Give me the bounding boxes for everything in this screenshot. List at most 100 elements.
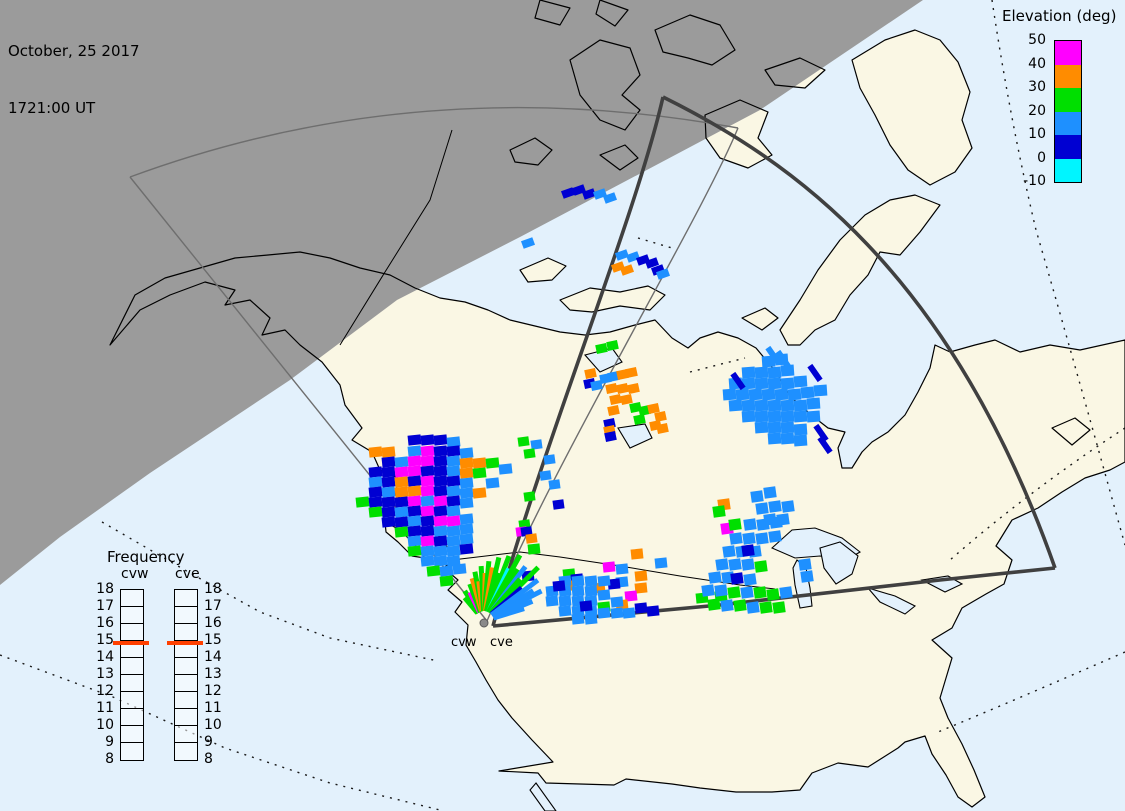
backscatter-cell [754,560,768,573]
frequency-scale-tick [121,674,143,675]
frequency-scale-number: 13 [96,666,114,682]
backscatter-cell [520,237,536,249]
elevation-tick-label: 0 [1037,149,1046,166]
backscatter-cell [755,502,769,515]
backscatter-cell [779,586,793,599]
frequency-scale-number: 11 [204,700,222,716]
frequency-scale-tick [121,657,143,658]
frequency-scale-number: 9 [105,734,114,750]
frequency-scale-tick [175,640,197,641]
backscatter-cell [615,563,629,575]
backscatter-cell [654,557,668,569]
backscatter-cell [625,366,638,379]
elevation-band-swatch [1055,64,1081,88]
elevation-tick-label: 20 [1028,102,1046,119]
night-terminator-shading [0,0,923,585]
backscatter-cell [746,601,760,614]
backscatter-cell [472,467,487,479]
backscatter-cell [793,375,808,388]
frequency-scale-tick [175,691,197,692]
frequency-column-label-cvw: cvw [121,566,149,582]
backscatter-cell [459,543,474,555]
backscatter-cell [597,607,611,619]
frequency-scale-number: 14 [204,649,222,665]
backscatter-cell [727,586,741,599]
backscatter-cell [523,491,536,502]
radar-site-dot [479,618,489,628]
frequency-scale-number: 15 [204,632,222,648]
backscatter-cell [498,463,513,475]
frequency-scale-number: 10 [96,717,114,733]
backscatter-cell [755,532,769,545]
backscatter-cell [543,454,556,465]
backscatter-cell [355,496,370,508]
backscatter-cell [634,602,648,614]
elevation-band-swatch [1055,135,1081,159]
frequency-scale-tick [175,674,197,675]
backscatter-cell [606,339,619,352]
frequency-scale-tick [121,691,143,692]
backscatter-cell [763,486,777,499]
elevation-tick-label: 10 [1028,126,1046,142]
backscatter-cell [426,565,441,577]
elevation-tick-label: -10 [1023,173,1046,189]
backscatter-cell [607,404,620,417]
backscatter-cell [610,596,624,608]
backscatter-cell [571,613,585,625]
backscatter-cell [807,363,823,383]
frequency-scale-tick [121,606,143,607]
date-time-block: October, 25 2017 1721:00 UT [8,4,140,156]
backscatter-cell [604,430,617,443]
backscatter-cell [715,558,729,571]
frequency-scale-number: 9 [204,734,213,750]
backscatter-cell [584,575,598,587]
backscatter-cell [740,586,754,599]
frequency-scale-number: 17 [204,598,222,614]
backscatter-cell [597,575,611,587]
backscatter-cell [525,533,538,544]
backscatter-cell [602,561,616,573]
radar-label-cvw: cvw [451,635,477,650]
backscatter-cell [800,570,814,583]
backscatter-cell [646,605,660,617]
backscatter-cell [743,573,757,586]
frequency-scale-number: 18 [204,581,222,597]
frequency-panel-title: Frequency [107,548,185,566]
backscatter-cell [728,399,743,412]
frequency-scale-number: 12 [204,683,222,699]
backscatter-cell [798,558,812,571]
backscatter-cell [761,388,776,401]
backscatter-cell [381,516,396,528]
backscatter-cell [485,477,500,489]
elevation-tick-label: 40 [1028,55,1046,72]
frequency-scale-number: 18 [96,581,114,597]
backscatter-cell [571,575,585,587]
backscatter-cell [759,601,773,614]
frequency-scale-number: 17 [96,598,114,614]
backscatter-cell [420,555,435,567]
backscatter-cell [742,532,756,545]
backscatter-cell [741,558,755,571]
frequency-column-label-cve: cve [175,566,200,582]
backscatter-cell [527,543,541,555]
backscatter-cell [656,422,669,435]
frequency-scale-number: 13 [204,666,222,682]
backscatter-cell [545,595,559,607]
backscatter-cell [701,584,715,597]
backscatter-cell [750,490,764,503]
frequency-scale-number: 8 [105,751,114,767]
backscatter-cell [768,500,782,513]
elevation-legend-title: Elevation (deg) [1002,7,1117,25]
time-label: 1721:00 UT [8,99,96,117]
radar-label-cve: cve [490,635,513,650]
backscatter-cell [769,516,783,529]
frequency-scale-number: 8 [204,751,213,767]
frequency-scale-tick [121,623,143,624]
backscatter-cell [627,382,640,395]
backscatter-cell [722,388,737,401]
backscatter-cell [558,605,572,617]
backscatter-cell [539,470,552,481]
